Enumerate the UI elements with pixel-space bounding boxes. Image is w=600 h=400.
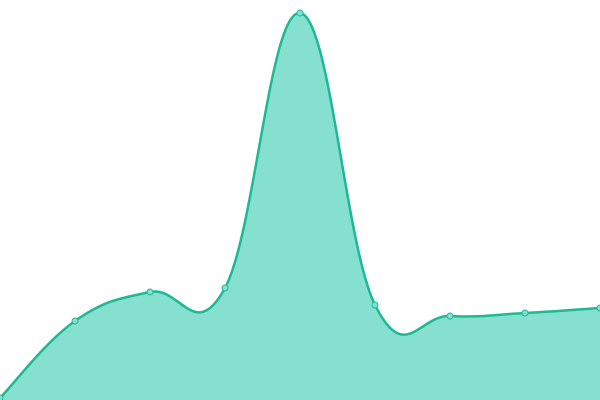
data-point (371, 301, 379, 309)
data-point (71, 317, 79, 325)
area-fill (0, 12, 600, 400)
data-point (596, 304, 600, 312)
data-point (221, 284, 229, 292)
data-point (296, 9, 304, 17)
data-point (521, 309, 529, 317)
data-point (446, 312, 454, 320)
data-point (0, 394, 4, 400)
data-point (146, 288, 154, 296)
